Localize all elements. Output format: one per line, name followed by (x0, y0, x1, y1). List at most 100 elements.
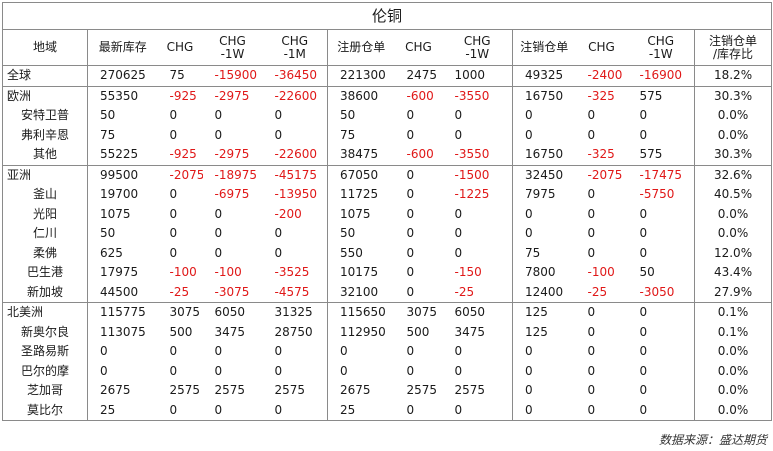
value-cell: 0 (214, 127, 223, 142)
region-cell: 光阳 (2, 204, 88, 224)
value-cell: 50 (639, 265, 655, 280)
header-cell: CHG -1W (202, 29, 263, 66)
value-cell: 0 (214, 226, 223, 241)
value-cell: -18975 (202, 164, 263, 185)
value-cell: -5750 (639, 187, 675, 202)
value-cell: 0 (512, 381, 576, 401)
header-row: 地域 最新库存 CHG CHG -1W CHG -1M 注册仓单 CHG CHG -1W 注销仓单 CH… (2, 29, 773, 66)
value-cell: -3050 (639, 284, 675, 299)
value-cell: 0 (587, 324, 596, 339)
value-cell: 1075 (87, 204, 158, 224)
value-cell: 0 (406, 206, 415, 221)
table-row: 莫比尔 25 0 0 0 25 0 0 0 0 0 0.0% (2, 400, 773, 421)
value-cell: 0 (274, 344, 283, 359)
value-cell: 0 (639, 127, 648, 142)
value-cell: 500 (406, 324, 430, 339)
value-cell: -13950 (274, 187, 318, 202)
value-cell: 28750 (274, 324, 313, 339)
value-cell: 2675 (327, 381, 395, 401)
value-cell: 16750 (512, 85, 576, 106)
value-cell: -600 (406, 147, 434, 162)
value-cell: 0.0% (693, 204, 773, 224)
title-row: 伦铜 (1, 2, 773, 30)
value-cell: 1075 (327, 204, 395, 224)
value-cell: 0 (639, 383, 648, 398)
value-cell: 125 (512, 322, 576, 342)
value-cell: 0 (214, 108, 223, 123)
value-cell: -200 (274, 206, 302, 221)
value-cell: 0 (512, 106, 576, 126)
header-cell: CHG (575, 29, 628, 66)
header-line1: 地域 (32, 40, 57, 54)
header-line1: 最新库存 (98, 40, 147, 54)
value-cell: 0 (169, 245, 178, 260)
value-cell: 32450 (512, 164, 576, 185)
value-cell: 3475 (214, 324, 246, 339)
region-cell: 全球 (2, 65, 88, 86)
value-cell: -15900 (214, 68, 258, 83)
value-cell: 0 (454, 108, 463, 123)
value-cell: 0 (639, 363, 648, 378)
value-cell: 25 (87, 400, 158, 421)
value-cell: 75 (169, 68, 185, 83)
value-cell: -2975 (202, 85, 263, 106)
header-line1: CHG (219, 33, 246, 48)
value-cell: -100 (587, 265, 615, 280)
header-line1: 注销仓单 (520, 40, 569, 54)
value-cell: 0 (406, 245, 415, 260)
value-cell: 0 (627, 302, 695, 323)
value-cell: 0 (406, 108, 415, 123)
value-cell: 38600 (327, 85, 395, 106)
region-cell: 圣路易斯 (2, 342, 88, 362)
header-cell: 注销仓单 (512, 29, 576, 66)
value-cell: 6050 (442, 302, 513, 323)
table-row: 圣路易斯 0 0 0 0 0 0 0 0 0 0 0.0% (2, 342, 773, 362)
value-cell: 0 (214, 245, 223, 260)
value-cell: 32.6% (693, 164, 773, 185)
value-cell: 0 (639, 108, 648, 123)
value-cell: 0.0% (693, 342, 773, 362)
value-cell: -6975 (214, 187, 250, 202)
table-row: 光阳 1075 0 0 -200 1075 0 0 0 0 0 0.0% (2, 204, 773, 224)
value-cell: 44500 (87, 282, 158, 303)
value-cell: 0.0% (693, 224, 773, 244)
value-cell: 270625 (87, 65, 158, 86)
value-cell: 0 (406, 127, 415, 142)
header-region: 地域 (2, 29, 88, 66)
header-line1: CHG (463, 33, 491, 48)
region-cell: 弗利辛恩 (2, 125, 88, 145)
value-cell: 0 (169, 363, 178, 378)
value-cell: 31325 (262, 302, 328, 323)
value-cell: -17475 (627, 164, 695, 185)
value-cell: 0 (157, 400, 203, 421)
value-cell: 38475 (327, 145, 395, 165)
value-cell: 2575 (214, 383, 246, 398)
region-cell: 仁川 (2, 224, 88, 244)
value-cell: -100 (214, 265, 242, 280)
table-row: 北美洲 115775 3075 6050 31325 115650 3075 6050 125 0… (2, 302, 773, 323)
value-cell: 75 (327, 125, 395, 145)
value-cell: 0 (169, 344, 178, 359)
region-cell: 巴生港 (2, 263, 88, 283)
value-cell: 11725 (327, 185, 395, 205)
value-cell: 0 (394, 164, 443, 185)
value-cell: 2575 (274, 383, 306, 398)
value-cell: 0.0% (693, 361, 773, 381)
value-cell: 0 (214, 206, 223, 221)
header-cell: 最新库存 (87, 29, 158, 66)
header-cell: CHG -1M (262, 29, 328, 66)
value-cell: 50 (327, 106, 395, 126)
value-cell: 0 (214, 363, 223, 378)
copy-inventory-table: 伦铜 地域 最新库存 CHG CHG -1W CHG -1M 注册仓单 CHG CHG -1W 注销仓… (1, 2, 773, 421)
value-cell: 67050 (327, 164, 395, 185)
table-row: 新奥尔良 113075 500 3475 28750 112950 500 3475 125 0 0… (2, 322, 773, 342)
value-cell: 2575 (406, 383, 438, 398)
value-cell: 75 (87, 125, 158, 145)
value-cell: 25 (327, 400, 395, 421)
region-cell: 釜山 (2, 185, 88, 205)
value-cell: 0 (169, 206, 178, 221)
table-row: 仁川 50 0 0 0 50 0 0 0 0 0 0.0% (2, 224, 773, 244)
value-cell: 50 (87, 224, 158, 244)
value-cell: 0 (639, 206, 648, 221)
